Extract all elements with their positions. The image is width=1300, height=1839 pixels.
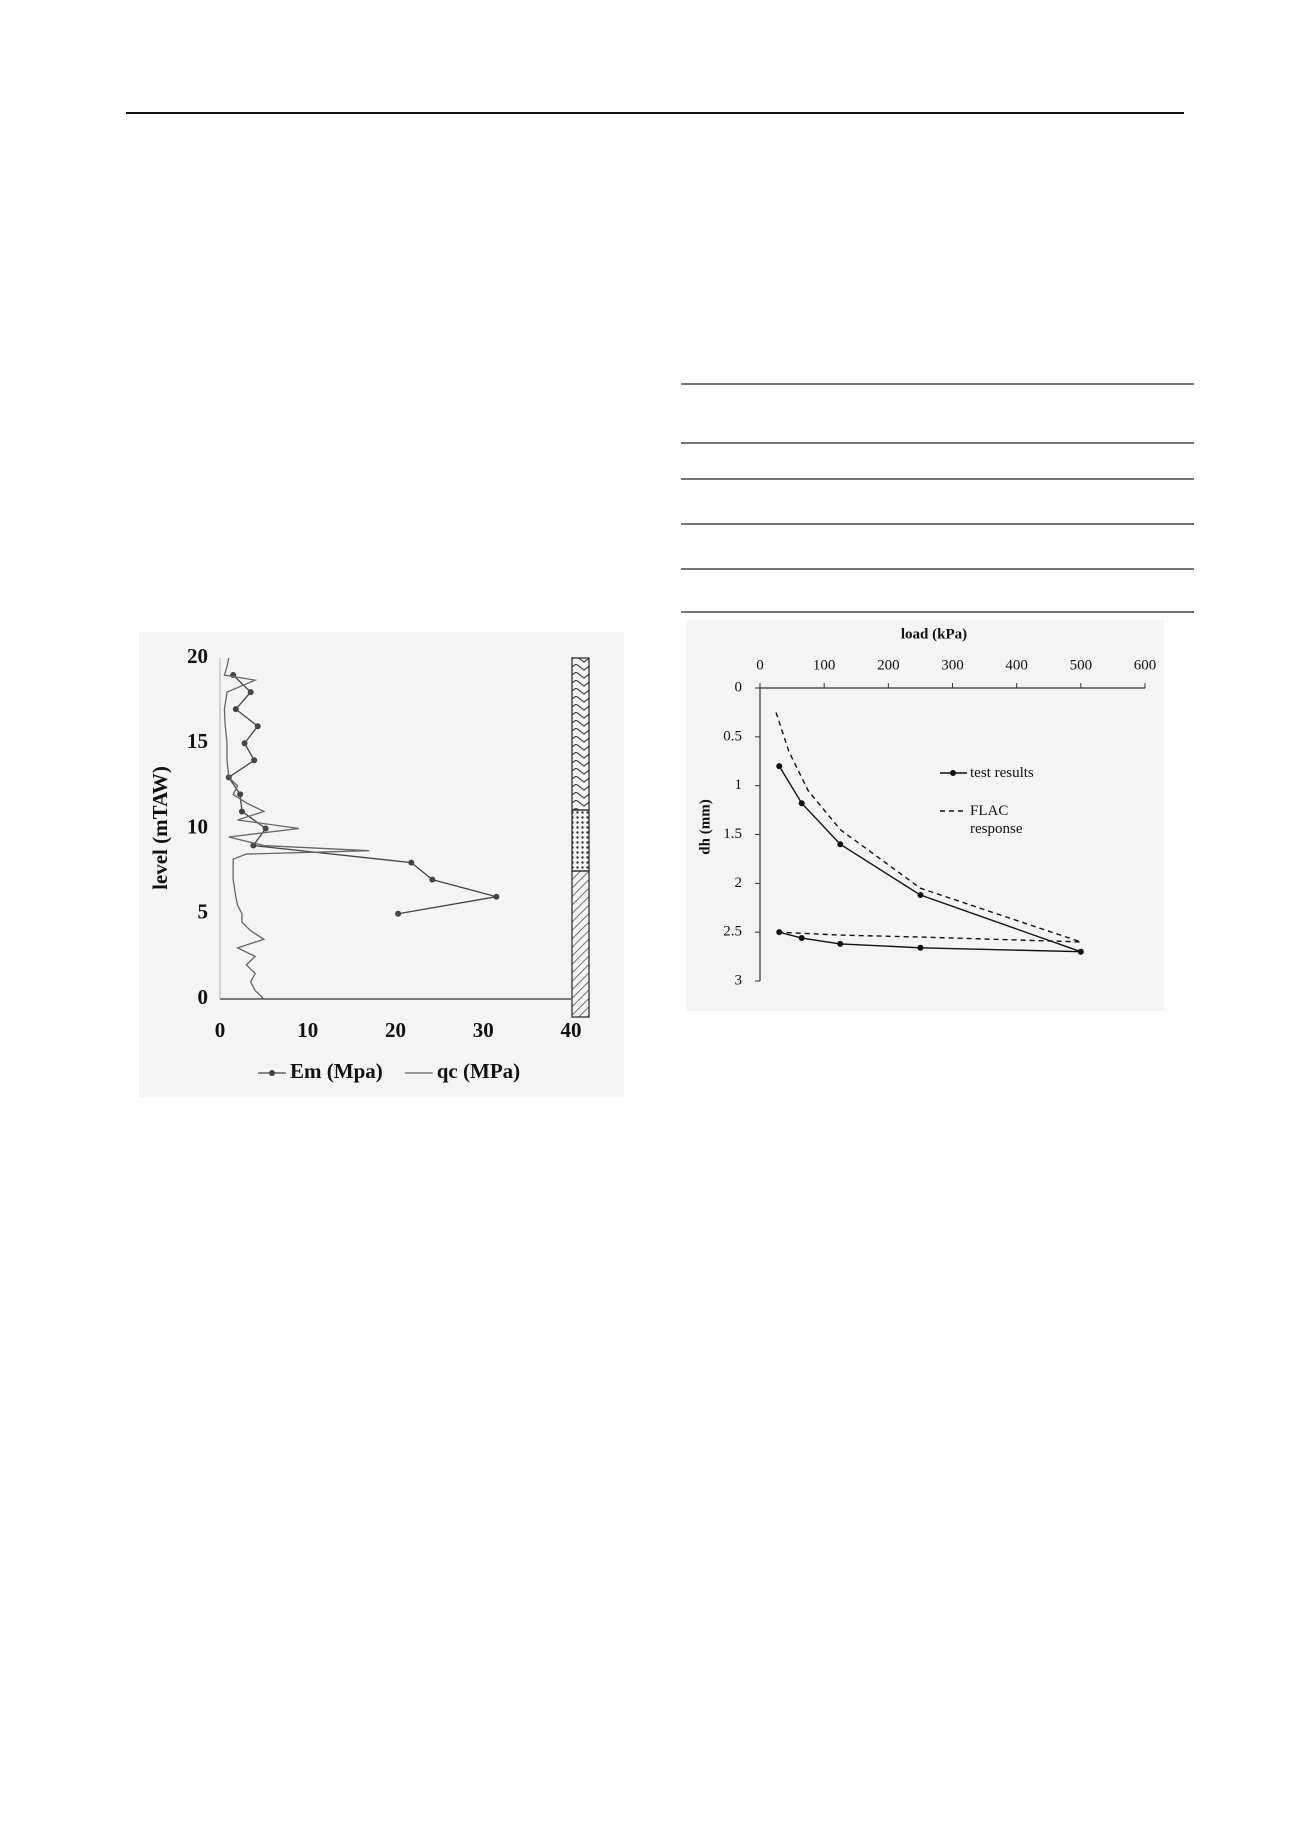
y-tick-label: 0 (198, 985, 209, 1009)
y-tick-label: 3 (735, 972, 743, 988)
data-point (395, 910, 402, 917)
x-tick-label: 0 (756, 657, 764, 673)
data-point (917, 944, 924, 951)
data-point (247, 689, 254, 696)
x-tick-label: 30 (473, 1018, 494, 1042)
series-line (223, 657, 370, 1000)
x-tick-label: 200 (877, 657, 900, 673)
data-point (776, 763, 783, 770)
legend-label: FLAC response (970, 803, 1023, 837)
y-tick-label: 15 (187, 729, 208, 753)
y-tick-label: 1 (735, 777, 743, 793)
y-tick-label: 10 (187, 814, 208, 838)
data-point (917, 892, 924, 899)
data-point (429, 876, 436, 883)
legend-label: test results (970, 765, 1034, 781)
data-point (798, 935, 805, 942)
y-tick-label: 5 (198, 900, 209, 924)
data-point (837, 940, 844, 947)
data-point (241, 740, 248, 747)
legend-label: Em (Mpa) (290, 1059, 383, 1083)
series-line (775, 712, 1082, 943)
data-point (837, 841, 844, 848)
x-tick-label: 10 (297, 1018, 318, 1042)
chart2-background (686, 620, 1164, 1011)
data-point (408, 859, 415, 866)
data-point (237, 791, 244, 798)
x-tick-label: 300 (941, 657, 964, 673)
x-tick-label: 20 (385, 1018, 406, 1042)
y-tick-label: 2 (735, 875, 743, 891)
data-point (232, 706, 239, 713)
table-rules (681, 383, 1194, 613)
y-tick-label: 2.5 (723, 924, 742, 940)
legend-marker (269, 1070, 275, 1076)
chart1-background (139, 632, 624, 1097)
legend-marker (950, 770, 956, 776)
y-tick-label: 1.5 (723, 826, 742, 842)
y-tick-label: 20 (187, 644, 208, 668)
legend-label: qc (MPa) (437, 1059, 520, 1083)
x-tick-label: 500 (1070, 657, 1093, 673)
x-tick-label: 600 (1134, 657, 1157, 673)
y-tick-label: 0.5 (723, 728, 742, 744)
x-tick-label: 100 (813, 657, 836, 673)
stratigraphy-column (571, 657, 590, 1018)
data-point (254, 723, 261, 730)
data-point (798, 800, 805, 807)
x-tick-label: 40 (561, 1018, 582, 1042)
x-tick-label: 400 (1005, 657, 1028, 673)
data-point (262, 825, 269, 832)
data-point (493, 893, 500, 900)
x-tick-label: 0 (215, 1018, 226, 1042)
chart-load-settlement: load (kPa) dh (mm) 0 100 200 300 400 500 600 0 0… (697, 626, 1156, 988)
data-point (250, 842, 257, 849)
y-axis-title: dh (mm) (697, 799, 713, 854)
data-point (238, 808, 245, 815)
y-axis-title: level (mTAW) (148, 766, 172, 890)
data-point (251, 757, 258, 764)
y-tick-label: 0 (735, 679, 743, 695)
x-axis-title: load (kPa) (901, 626, 967, 642)
data-point (1077, 948, 1084, 955)
